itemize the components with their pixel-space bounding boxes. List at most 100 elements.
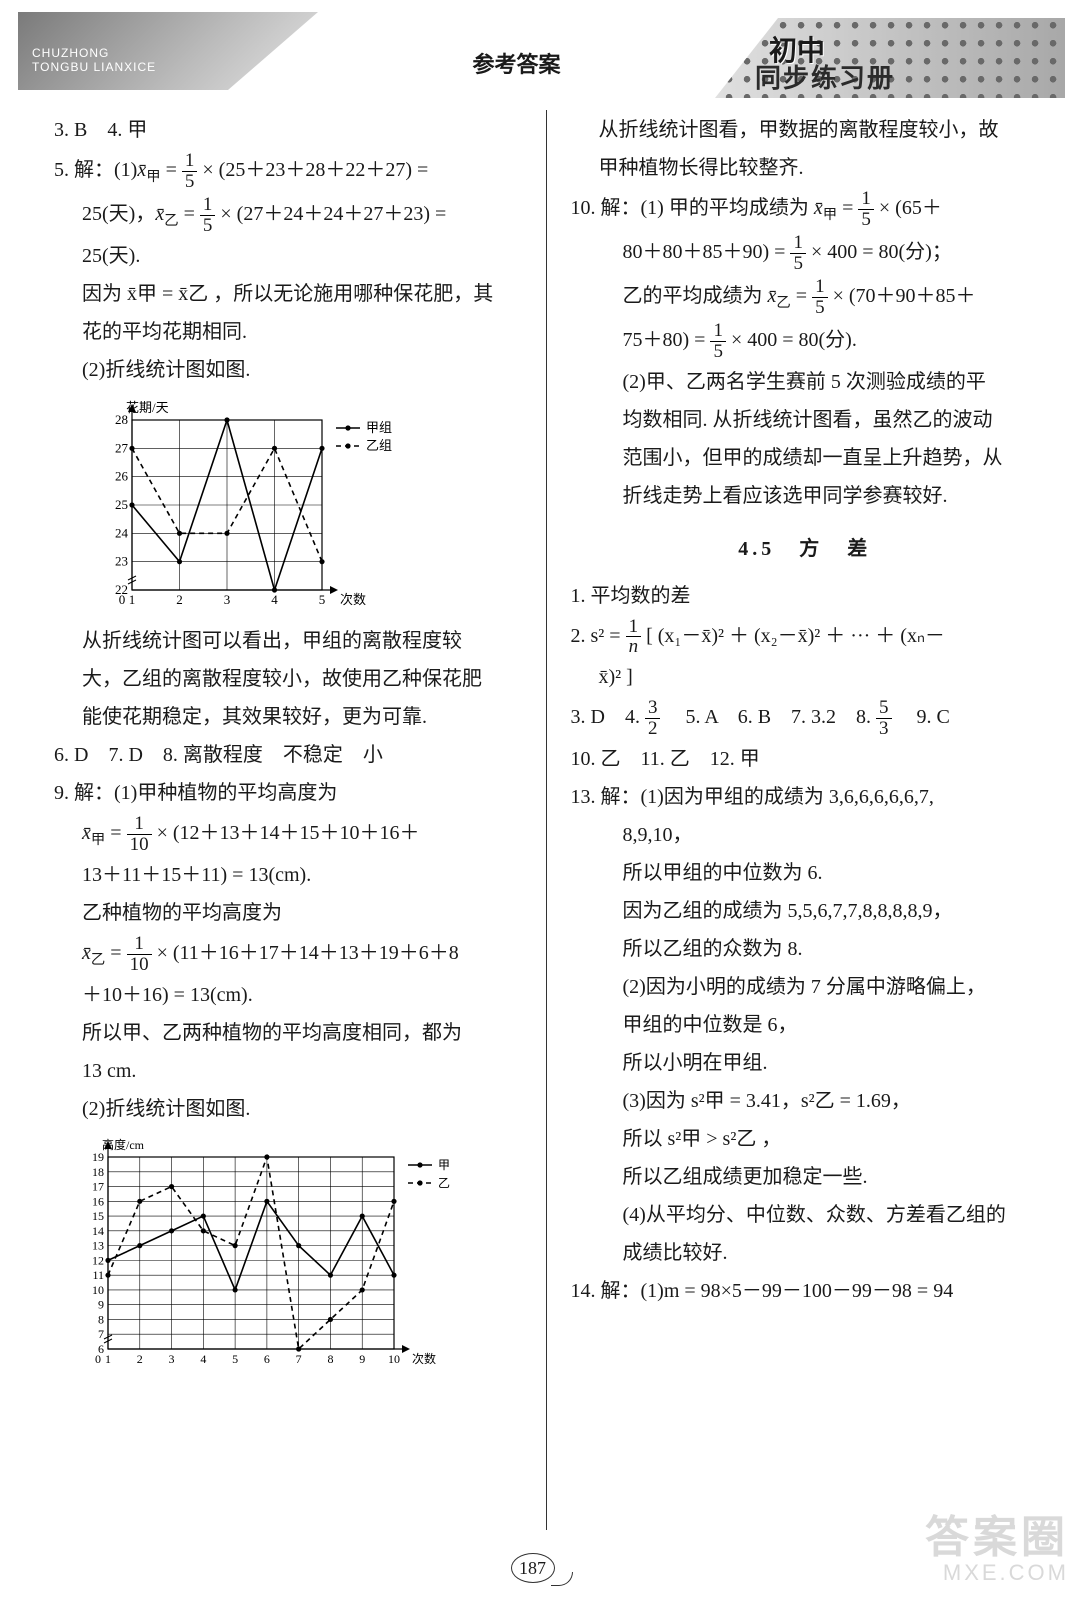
fraction: 15 xyxy=(858,189,874,230)
svg-text:1: 1 xyxy=(129,592,136,607)
text-line: (3)因为 s²甲 = 3.41，s²乙 = 1.69， xyxy=(571,1084,1040,1119)
header-left-banner: CHUZHONG TONGBU LIANXICE xyxy=(18,12,318,90)
svg-text:18: 18 xyxy=(92,1164,104,1178)
svg-text:4: 4 xyxy=(200,1352,206,1366)
text-line: (2)因为小明的成绩为 7 分属中游略偏上， xyxy=(571,970,1040,1005)
text-line: 10. 解：(1) 甲的平均成绩为 x̄甲 = 15 × (65＋ xyxy=(571,189,1040,230)
segment: 5. 解：(1) xyxy=(54,159,137,181)
svg-text:26: 26 xyxy=(115,468,129,483)
segment: × (70＋90＋85＋ xyxy=(833,285,976,307)
text-line: x̄甲 = 110 × (12＋13＋14＋15＋10＋16＋ xyxy=(54,814,522,855)
text-line: 6. D 7. D 8. 离散程度 不稳定 小 xyxy=(54,738,522,773)
text-line: 所以乙组成绩更加稳定一些. xyxy=(571,1160,1040,1195)
svg-text:0: 0 xyxy=(119,592,126,607)
segment: 乙的平均成绩为 xyxy=(623,285,768,307)
svg-text:5: 5 xyxy=(232,1352,238,1366)
text-line: 范围小，但甲的成绩却一直呈上升趋势，从 xyxy=(571,441,1040,476)
text-line: 3. D 4. 32 5. A 6. B 7. 3.2 8. 53 9. C xyxy=(571,698,1040,739)
text-line: 从折线统计图可以看出，甲组的离散程度较 xyxy=(54,624,522,659)
chart2-svg: 高度/cm67891011121314151617181912345678910… xyxy=(74,1135,454,1375)
subscript: 甲 xyxy=(823,207,837,223)
svg-text:10: 10 xyxy=(388,1352,400,1366)
segment: 2. s² = xyxy=(571,625,626,647)
segment: 75＋80) = xyxy=(623,329,711,351)
svg-text:乙组: 乙组 xyxy=(366,438,392,453)
text-line: 乙种植物的平均高度为 xyxy=(54,896,522,931)
pinyin-text: CHUZHONG TONGBU LIANXICE xyxy=(32,46,156,75)
page-number: 187 xyxy=(0,1551,1083,1586)
header-title: 参考答案 xyxy=(318,12,715,85)
segment: 9. C xyxy=(897,706,950,728)
segment: × (11＋16＋17＋14＋13＋19＋6＋8 xyxy=(157,942,459,964)
text-line: 所以甲组的中位数为 6. xyxy=(571,856,1040,891)
svg-text:6: 6 xyxy=(264,1352,270,1366)
text-line: 10. 乙 11. 乙 12. 甲 xyxy=(571,742,1040,777)
segment: × 400 = 80(分)； xyxy=(811,241,952,263)
svg-text:23: 23 xyxy=(115,553,128,568)
svg-text:甲组: 甲组 xyxy=(366,420,392,435)
svg-text:13: 13 xyxy=(92,1238,104,1252)
svg-text:7: 7 xyxy=(98,1327,104,1341)
text-line: 能使花期稳定，其效果较好，更为可靠. xyxy=(54,700,522,735)
fraction: 110 xyxy=(127,814,152,855)
text-line: 花的平均花期相同. xyxy=(54,315,522,350)
segment: × (65＋ xyxy=(879,197,942,219)
segment: × (27＋24＋24＋27＋23) = xyxy=(220,203,446,225)
segment: 25(天)， xyxy=(82,203,155,225)
svg-text:次数: 次数 xyxy=(340,592,366,607)
text-line: 2. s² = 1n [ (x₁－x̄)² ＋ (x₂－x̄)² ＋ ··· ＋… xyxy=(571,617,1040,658)
text-line: 1. 平均数的差 xyxy=(571,579,1040,614)
text-line: 所以甲、乙两种植物的平均高度相同，都为 xyxy=(54,1016,522,1051)
segment: 10. 解：(1) 甲的平均成绩为 xyxy=(571,197,814,219)
text-line: 因为乙组的成绩为 5,5,6,7,7,8,8,8,8,9， xyxy=(571,894,1040,929)
header-right-brand: 初中 同步练习册 xyxy=(715,12,1065,102)
page-header: CHUZHONG TONGBU LIANXICE 参考答案 初中 同步练习册 xyxy=(0,0,1083,110)
text-line: (2)甲、乙两名学生赛前 5 次测验成绩的平 xyxy=(571,365,1040,400)
svg-text:11: 11 xyxy=(92,1268,104,1282)
chart1-svg: 花期/天22232425262728123450次数甲组乙组 xyxy=(94,396,394,616)
svg-text:0: 0 xyxy=(95,1352,101,1366)
segment: × 400 = 80(分). xyxy=(731,329,857,351)
text-line: ＋10＋16) = 13(cm). xyxy=(54,978,522,1013)
subscript: 甲 xyxy=(146,169,160,185)
page-number-tail xyxy=(551,1572,573,1586)
fraction: 32 xyxy=(645,698,661,739)
chart-1: 花期/天22232425262728123450次数甲组乙组 xyxy=(94,396,522,616)
svg-text:24: 24 xyxy=(115,525,129,540)
fraction: 110 xyxy=(127,934,152,975)
svg-text:4: 4 xyxy=(271,592,278,607)
right-column: 从折线统计图看，甲数据的离散程度较小，故 甲种植物长得比较整齐. 10. 解：(… xyxy=(547,110,1050,1530)
svg-text:15: 15 xyxy=(92,1209,104,1223)
text-line: 14. 解：(1)m = 98×5－99－100－99－98 = 94 xyxy=(571,1274,1040,1309)
text-line: 80＋80＋85＋90) = 15 × 400 = 80(分)； xyxy=(571,233,1040,274)
text-line: 折线走势上看应该选甲同学参赛较好. xyxy=(571,479,1040,514)
brand-bottom: 同步练习册 xyxy=(755,56,895,102)
segment: × (12＋13＋14＋15＋10＋16＋ xyxy=(157,822,420,844)
fraction: 15 xyxy=(812,277,828,318)
fraction: 53 xyxy=(876,698,892,739)
svg-text:25: 25 xyxy=(115,497,128,512)
text-line: 均数相同. 从折线统计图看，虽然乙的波动 xyxy=(571,403,1040,438)
segment: 5. A 6. B 7. 3.2 8. xyxy=(665,706,876,728)
segment: [ (x₁－x̄)² ＋ (x₂－x̄)² ＋ ··· ＋ (xₙ－ xyxy=(646,625,945,647)
svg-text:9: 9 xyxy=(98,1297,104,1311)
svg-text:3: 3 xyxy=(224,592,231,607)
text-line: 所以小明在甲组. xyxy=(571,1046,1040,1081)
text-line: 成绩比较好. xyxy=(571,1236,1040,1271)
svg-text:9: 9 xyxy=(359,1352,365,1366)
fraction: 1n xyxy=(626,617,642,658)
text-line: 因为 x̄甲 = x̄乙 ，所以无论施用哪种保花肥，其 xyxy=(54,277,522,312)
text-line: 25(天)，x̄乙 = 15 × (27＋24＋24＋27＋23) = xyxy=(54,195,522,236)
text-line: 5. 解：(1)x̄甲 = 15 × (25＋23＋28＋22＋27) = xyxy=(54,151,522,192)
text-line: 甲组的中位数是 6， xyxy=(571,1008,1040,1043)
page-number-value: 187 xyxy=(511,1553,555,1583)
text-line: 从折线统计图看，甲数据的离散程度较小，故 xyxy=(571,113,1040,148)
text-line: x̄乙 = 110 × (11＋16＋17＋14＋13＋19＋6＋8 xyxy=(54,934,522,975)
subscript: 甲 xyxy=(91,832,105,848)
subscript: 乙 xyxy=(91,952,105,968)
text-line: x̄)² ] xyxy=(571,660,1040,695)
text-line: 所以 s²甲 > s²乙 ， xyxy=(571,1122,1040,1157)
svg-text:次数: 次数 xyxy=(412,1351,436,1366)
svg-text:2: 2 xyxy=(176,592,183,607)
segment: 3. D 4. xyxy=(571,706,645,728)
